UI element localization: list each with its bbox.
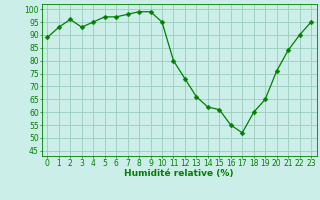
X-axis label: Humidité relative (%): Humidité relative (%) — [124, 169, 234, 178]
